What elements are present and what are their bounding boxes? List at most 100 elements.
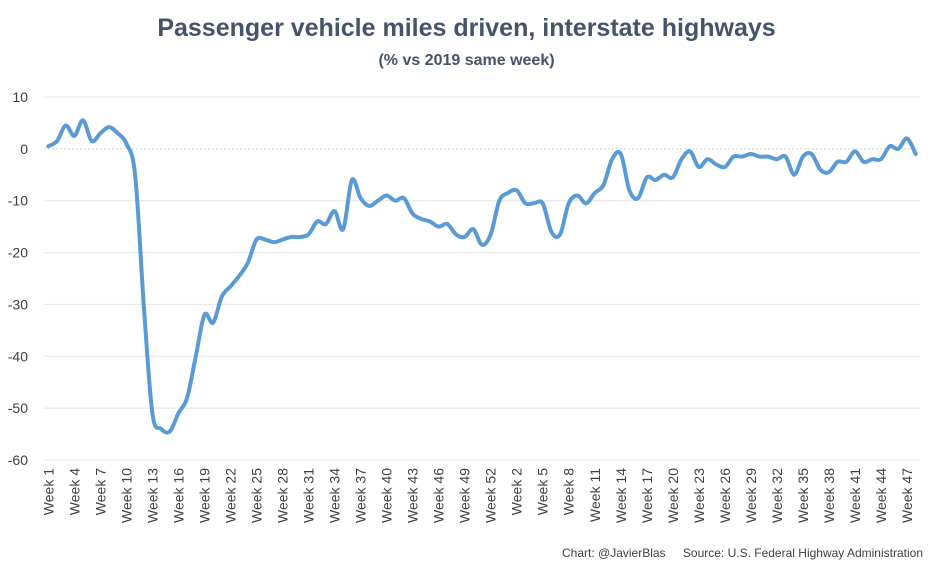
- data-point: [341, 227, 345, 231]
- x-tick-label: Week 8: [561, 468, 577, 515]
- x-tick-label: Week 35: [795, 468, 811, 523]
- data-point: [706, 157, 710, 161]
- x-tick-label: Week 52: [483, 468, 499, 523]
- data-point: [489, 232, 493, 236]
- data-point: [888, 144, 892, 148]
- chart-credit: Chart: @JavierBlas: [562, 546, 666, 560]
- data-point: [367, 204, 371, 208]
- data-point: [627, 188, 631, 192]
- data-point: [515, 188, 519, 192]
- data-point: [419, 217, 423, 221]
- data-point: [801, 155, 805, 159]
- data-point: [324, 222, 328, 226]
- data-point: [350, 178, 354, 182]
- x-axis-labels: Week 1 Week 4 Week 7 Week 10 Week 13 Week 16 W…: [40, 468, 915, 523]
- data-point: [289, 235, 293, 239]
- data-point: [896, 147, 900, 151]
- x-tick-label: Week 16: [170, 468, 186, 523]
- chart-source: Source: U.S. Federal Highway Administrat…: [682, 546, 923, 560]
- data-point: [610, 157, 614, 161]
- data-point: [255, 238, 259, 242]
- data-point: [844, 160, 848, 164]
- data-point: [229, 284, 233, 288]
- data-point: [463, 235, 467, 239]
- x-tick-label: Week 22: [222, 468, 238, 523]
- data-point: [81, 118, 85, 122]
- y-tick-label: 10: [12, 89, 28, 105]
- data-point: [376, 199, 380, 203]
- data-point: [159, 427, 163, 431]
- x-tick-label: Week 17: [639, 468, 655, 523]
- data-point: [203, 313, 207, 317]
- x-tick-label: Week 41: [847, 468, 863, 523]
- data-point: [732, 155, 736, 159]
- x-tick-label: Week 11: [587, 468, 603, 522]
- data-point: [281, 238, 285, 242]
- data-point: [697, 165, 701, 169]
- x-tick-label: Week 34: [327, 468, 343, 523]
- data-point: [150, 411, 154, 415]
- data-point: [766, 155, 770, 159]
- x-tick-label: Week 10: [118, 468, 134, 523]
- data-point: [714, 162, 718, 166]
- x-tick-label: Week 5: [535, 468, 551, 515]
- x-tick-label: Week 13: [144, 468, 160, 523]
- data-point: [914, 152, 918, 156]
- data-point: [471, 227, 475, 231]
- data-point: [168, 430, 172, 434]
- x-tick-label: Week 25: [248, 468, 264, 523]
- y-tick-label: -30: [8, 296, 28, 312]
- y-tick-label: -20: [8, 245, 28, 261]
- x-tick-label: Week 1: [40, 468, 56, 515]
- x-tick-label: Week 14: [613, 468, 629, 523]
- data-point: [393, 199, 397, 203]
- data-point: [879, 157, 883, 161]
- data-point: [558, 232, 562, 236]
- data-point: [532, 201, 536, 205]
- data-point: [307, 232, 311, 236]
- data-point: [645, 175, 649, 179]
- data-point: [541, 201, 545, 205]
- x-tick-label: Week 38: [821, 468, 837, 523]
- data-point: [758, 155, 762, 159]
- series-line: [46, 118, 918, 435]
- data-point: [575, 194, 579, 198]
- data-point: [601, 183, 605, 187]
- x-tick-label: Week 7: [92, 468, 108, 515]
- x-tick-label: Week 4: [66, 468, 82, 515]
- data-point: [176, 411, 180, 415]
- data-point: [298, 235, 302, 239]
- x-tick-label: Week 47: [899, 468, 915, 523]
- x-tick-label: Week 40: [379, 468, 395, 523]
- data-point: [411, 212, 415, 216]
- x-tick-label: Week 19: [196, 468, 212, 523]
- data-point: [862, 160, 866, 164]
- x-tick-label: Week 29: [743, 468, 759, 523]
- data-point: [671, 175, 675, 179]
- x-tick-label: Week 26: [717, 468, 733, 523]
- data-point: [619, 152, 623, 156]
- data-point: [263, 238, 267, 242]
- gridlines: [44, 96, 920, 461]
- data-point: [428, 220, 432, 224]
- data-point: [333, 209, 337, 213]
- data-point: [107, 125, 111, 129]
- data-point: [315, 220, 319, 224]
- data-point: [98, 131, 102, 135]
- data-point: [124, 142, 128, 146]
- data-point: [853, 149, 857, 153]
- x-tick-label: Week 44: [873, 468, 889, 523]
- data-point: [359, 196, 363, 200]
- data-point: [272, 240, 276, 244]
- data-point: [905, 137, 909, 141]
- x-tick-label: Week 23: [691, 468, 707, 523]
- data-point: [194, 354, 198, 358]
- data-point: [246, 261, 250, 265]
- data-point: [90, 139, 94, 143]
- data-point: [480, 243, 484, 247]
- data-point: [46, 144, 50, 148]
- y-tick-label: -40: [8, 348, 28, 364]
- data-point: [454, 232, 458, 236]
- data-point: [870, 157, 874, 161]
- data-point: [723, 165, 727, 169]
